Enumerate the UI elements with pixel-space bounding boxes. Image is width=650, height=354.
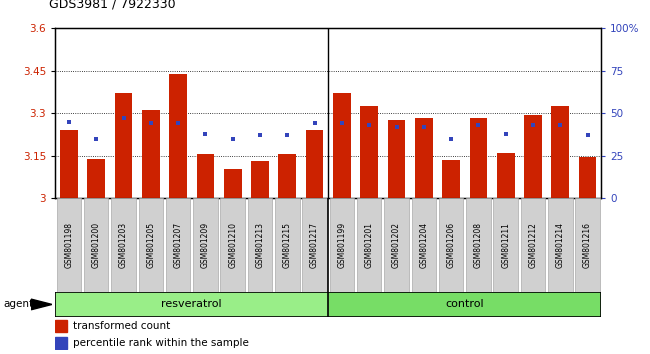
Text: GSM801214: GSM801214	[556, 222, 565, 268]
Text: GSM801213: GSM801213	[255, 222, 265, 268]
Bar	[360, 106, 378, 198]
FancyBboxPatch shape	[220, 198, 245, 292]
Bar	[55, 292, 328, 317]
FancyBboxPatch shape	[84, 198, 109, 292]
FancyBboxPatch shape	[330, 198, 354, 292]
Text: GSM801211: GSM801211	[501, 222, 510, 268]
Bar	[169, 74, 187, 198]
FancyBboxPatch shape	[384, 198, 409, 292]
Text: GSM801208: GSM801208	[474, 222, 483, 268]
Bar	[328, 292, 601, 317]
Text: GSM801205: GSM801205	[146, 222, 155, 268]
Text: GSM801204: GSM801204	[419, 222, 428, 268]
Bar	[114, 93, 133, 198]
Text: GSM801212: GSM801212	[528, 222, 538, 268]
FancyBboxPatch shape	[193, 198, 218, 292]
FancyBboxPatch shape	[493, 198, 518, 292]
Bar	[469, 118, 488, 198]
Bar	[415, 118, 433, 198]
Text: GSM801203: GSM801203	[119, 222, 128, 268]
Text: GSM801216: GSM801216	[583, 222, 592, 268]
FancyBboxPatch shape	[357, 198, 382, 292]
Bar	[224, 169, 242, 198]
Bar	[142, 110, 160, 198]
Bar	[524, 115, 542, 198]
Bar	[60, 130, 78, 198]
FancyBboxPatch shape	[575, 198, 600, 292]
FancyBboxPatch shape	[166, 198, 190, 292]
Text: GSM801207: GSM801207	[174, 222, 183, 268]
Text: GSM801198: GSM801198	[64, 222, 73, 268]
Text: GSM801201: GSM801201	[365, 222, 374, 268]
FancyBboxPatch shape	[521, 198, 545, 292]
Bar	[196, 154, 214, 198]
Text: percentile rank within the sample: percentile rank within the sample	[73, 338, 248, 348]
FancyBboxPatch shape	[411, 198, 436, 292]
FancyBboxPatch shape	[302, 198, 327, 292]
Text: GSM801217: GSM801217	[310, 222, 319, 268]
Bar	[551, 106, 569, 198]
Bar	[251, 161, 269, 198]
Text: GSM801215: GSM801215	[283, 222, 292, 268]
Text: GSM801202: GSM801202	[392, 222, 401, 268]
FancyBboxPatch shape	[111, 198, 136, 292]
Text: agent: agent	[3, 299, 33, 309]
Bar	[442, 160, 460, 198]
Bar	[387, 120, 406, 198]
Text: GSM801210: GSM801210	[228, 222, 237, 268]
Bar	[497, 153, 515, 198]
Bar	[333, 93, 351, 198]
Text: GDS3981 / 7922330: GDS3981 / 7922330	[49, 0, 176, 11]
Bar	[578, 157, 597, 198]
Bar	[55, 337, 67, 349]
FancyBboxPatch shape	[57, 198, 81, 292]
FancyBboxPatch shape	[548, 198, 573, 292]
Text: GSM801199: GSM801199	[337, 222, 346, 268]
Bar	[55, 320, 67, 332]
Text: GSM801209: GSM801209	[201, 222, 210, 268]
FancyBboxPatch shape	[248, 198, 272, 292]
FancyBboxPatch shape	[275, 198, 300, 292]
FancyBboxPatch shape	[138, 198, 163, 292]
FancyBboxPatch shape	[466, 198, 491, 292]
Polygon shape	[31, 299, 52, 310]
Text: GSM801206: GSM801206	[447, 222, 456, 268]
Bar	[278, 154, 296, 198]
Text: transformed count: transformed count	[73, 321, 170, 331]
Text: control: control	[445, 299, 484, 309]
Text: GSM801200: GSM801200	[92, 222, 101, 268]
Bar	[87, 159, 105, 198]
Text: resveratrol: resveratrol	[161, 299, 222, 309]
Bar	[306, 130, 324, 198]
FancyBboxPatch shape	[439, 198, 463, 292]
